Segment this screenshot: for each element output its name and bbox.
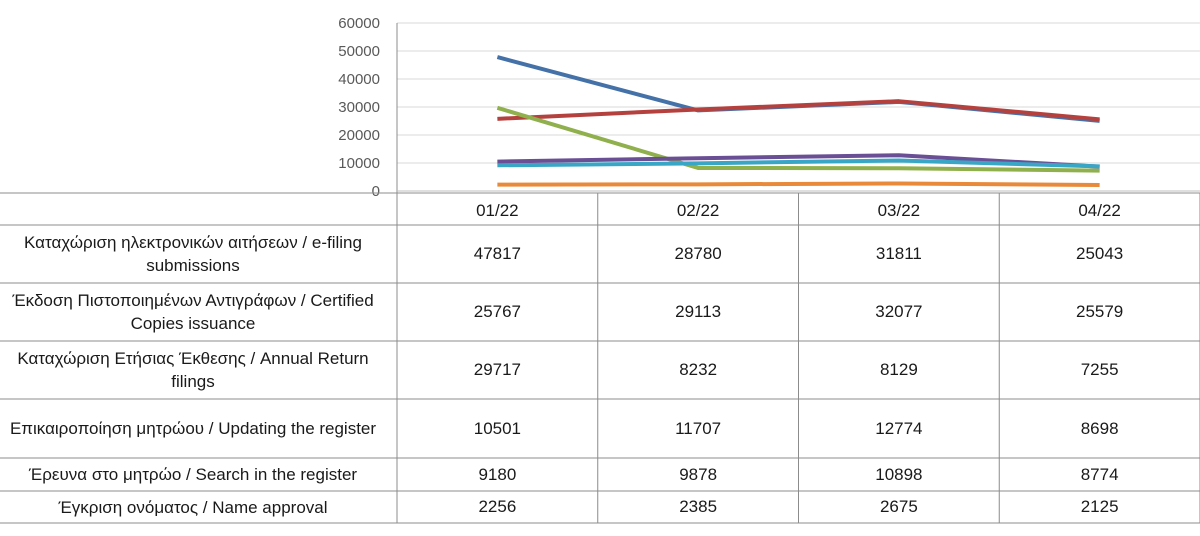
table-cell: 29717 (473, 360, 522, 379)
table-row-label: Επικαιροποίηση μητρώου / Updating the re… (9, 419, 377, 438)
table-cell: 2675 (879, 497, 918, 516)
series-line (497, 99, 1100, 122)
table-cell: 8698 (1080, 418, 1119, 438)
table-cell: 8774 (1080, 464, 1119, 484)
table-cell: 2256 (478, 497, 517, 516)
table-cell: 28780 (674, 244, 722, 263)
series-line (497, 158, 1100, 169)
table-row-label: Έγκριση ονόματος / Name approval (58, 497, 328, 517)
y-tick-label: 60000 (338, 15, 380, 32)
table-cell: 10898 (875, 464, 923, 484)
y-tick-label: 50000 (338, 43, 380, 60)
table-cell: 25579 (1075, 302, 1124, 321)
data-table-grid (0, 23, 1200, 524)
series-line (497, 181, 1100, 188)
table-cell: 8232 (679, 360, 718, 379)
y-tick-label: 10000 (338, 155, 380, 172)
y-axis: 0 10000 20000 30000 40000 50000 60000 (338, 15, 380, 200)
x-tick-label: 03/22 (878, 201, 921, 220)
table-cell: 11707 (675, 418, 722, 438)
series-line (496, 105, 1100, 173)
chart-series (496, 55, 1100, 188)
table-row-label: Έρευνα στο μητρώο / Search in the regist… (28, 465, 358, 484)
table-cell: 32077 (875, 302, 923, 321)
table-row-label: Καταχώριση Ετήσιας Έκθεσης / Annual Retu… (17, 349, 369, 391)
x-tick-label: 04/22 (1078, 201, 1121, 220)
y-tick-label: 30000 (338, 99, 380, 116)
table-cell: 31811 (875, 244, 922, 263)
table-cell: 47817 (473, 244, 522, 263)
y-tick-label: 20000 (338, 127, 380, 144)
table-cell: 9180 (478, 464, 517, 484)
x-axis: 01/22 02/22 03/22 04/22 (476, 201, 1121, 220)
table-cell: 9878 (679, 464, 718, 484)
table-cell: 2125 (1080, 497, 1119, 516)
table-row-label: Έκδοση Πιστοποιημένων Αντιγράφων / Certi… (12, 291, 374, 333)
table-row-label: Καταχώριση ηλεκτρονικών αιτήσεων / e-fil… (24, 233, 362, 275)
table-cell: 12774 (875, 418, 923, 438)
table-cell: 25043 (1075, 244, 1124, 263)
y-tick-label: 40000 (338, 71, 380, 88)
table-cell: 2385 (679, 497, 718, 516)
series-line (497, 153, 1100, 169)
table-cell: 10501 (473, 418, 522, 438)
x-tick-label: 02/22 (677, 201, 720, 220)
x-tick-label: 01/22 (476, 201, 519, 220)
table-cell: 29113 (675, 302, 722, 321)
y-tick-label: 0 (372, 183, 380, 200)
table-cell: 25767 (473, 302, 522, 321)
table-cell: 7255 (1080, 360, 1119, 379)
table-cell: 8129 (879, 360, 918, 379)
